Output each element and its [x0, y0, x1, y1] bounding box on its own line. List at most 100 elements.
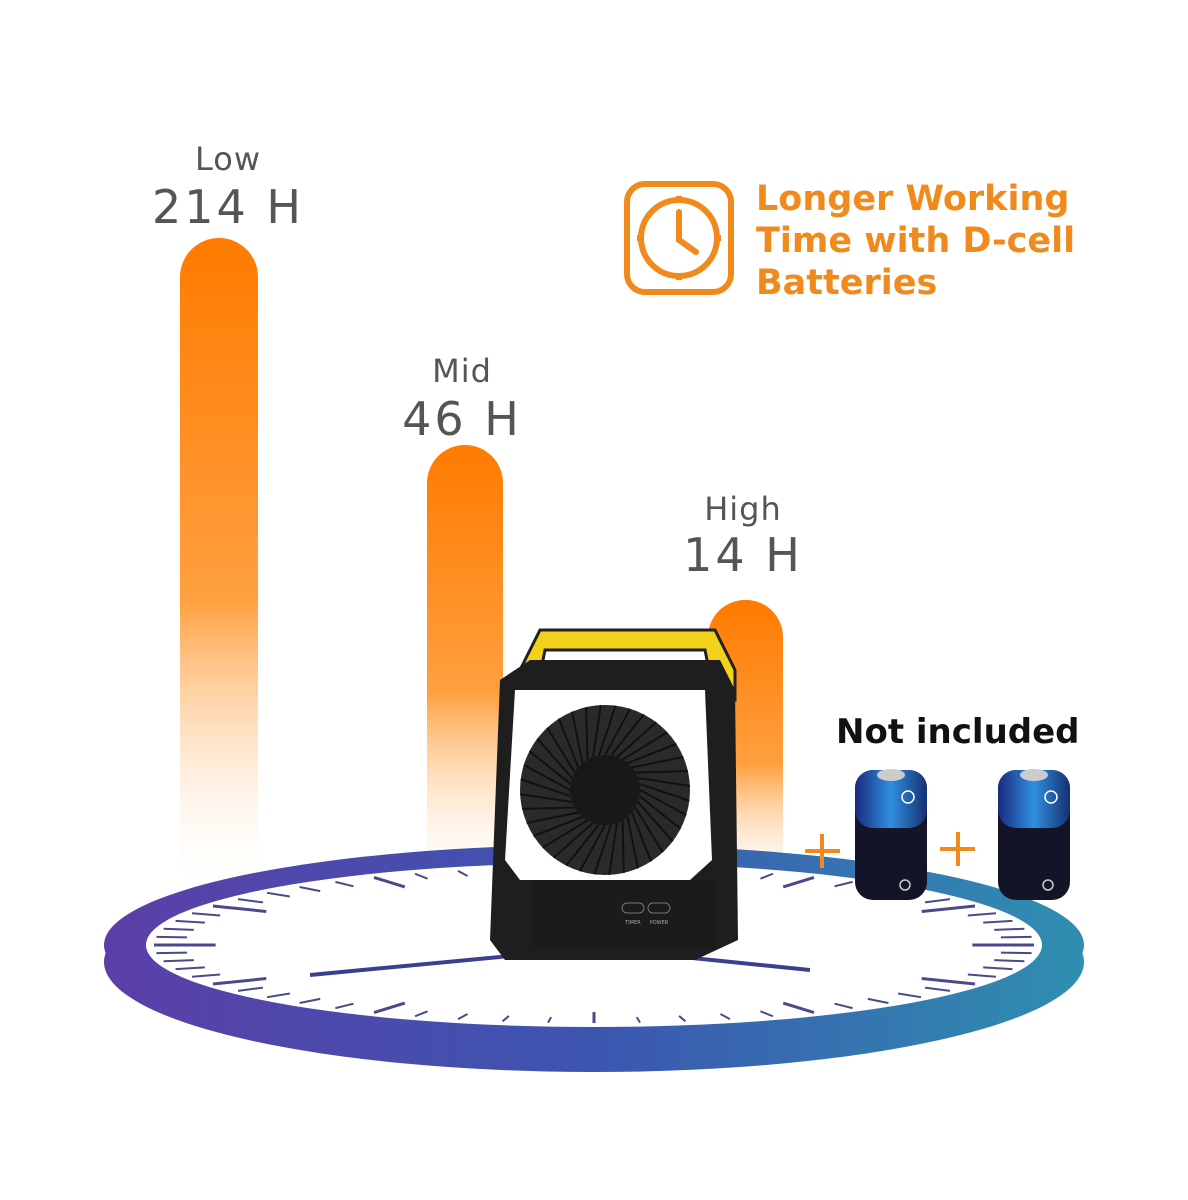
fan-grill-line [608, 822, 618, 876]
clock-tick [921, 904, 976, 913]
clock-tick [299, 886, 321, 893]
battery-icon [998, 769, 1070, 900]
clock-tick [983, 919, 1013, 924]
mode-high-hours: 14 H [683, 528, 803, 582]
clock-tick [457, 1013, 469, 1021]
clock-tick [760, 1010, 774, 1018]
clock-tick [1000, 935, 1032, 939]
clock-tick [299, 997, 321, 1004]
clock-tick [867, 997, 889, 1004]
headline: Longer Working Time with D-cell Batterie… [756, 178, 1075, 304]
fan-grill-line [533, 815, 583, 837]
clock-tick [156, 951, 188, 955]
clock-tick [266, 891, 291, 898]
fan-grill-line [639, 789, 687, 816]
clock-tick [373, 876, 406, 889]
fan-grill-line [635, 770, 688, 774]
clock-tick [501, 1015, 510, 1023]
fan-grill-line [593, 824, 613, 875]
timer-button: TIMER [624, 920, 641, 926]
fan-grill-line [526, 811, 579, 824]
headline-line: Longer Working [756, 179, 1070, 219]
headline-line: Batteries [756, 263, 938, 303]
fan-icon: TIMER POWER [490, 628, 738, 960]
clock-tick [983, 966, 1013, 971]
clock-tick [335, 880, 354, 888]
clock-tick [191, 973, 221, 978]
headline-line: Time with D-cell [756, 221, 1076, 261]
clock-tick [212, 904, 267, 913]
fan-grill-line [626, 816, 639, 869]
clock-tick [834, 880, 853, 888]
fan-grill-line [604, 708, 631, 756]
bar-low [180, 238, 258, 898]
fan-grill-line [536, 737, 573, 779]
clock-tick [175, 966, 205, 971]
clock-tick [237, 986, 264, 992]
clock-tick [237, 898, 264, 904]
clock-tick [335, 1002, 354, 1010]
fan-grill-line [630, 812, 652, 862]
fan-grill-line [597, 705, 617, 756]
clock-tick [457, 869, 469, 877]
clock-tick [414, 872, 428, 880]
plus-icon [805, 832, 975, 868]
power-button: POWER [650, 920, 669, 926]
fan-grill-line [558, 718, 580, 768]
fan-grill-line [522, 806, 575, 810]
clock-tick [994, 927, 1025, 931]
fan-grill-line [592, 704, 602, 758]
fan-grill-line [637, 777, 691, 787]
clock-tick [1000, 951, 1032, 955]
mode-mid-hours: 46 H [402, 392, 522, 446]
fan-grill-line [637, 801, 674, 843]
clock-tick [994, 959, 1025, 963]
clock-icon [624, 181, 734, 295]
clock-tick [921, 977, 976, 986]
fan-grill-line [621, 820, 625, 873]
clock-tick [782, 1001, 815, 1014]
clock-tick [967, 973, 997, 978]
clock-tick [414, 1010, 428, 1018]
clock-tick [156, 935, 188, 939]
clock-tick [924, 898, 951, 904]
mode-mid-label: Mid [432, 352, 492, 390]
fan-grill-line [546, 727, 576, 774]
fan-grill-line [627, 743, 677, 765]
clock-tick [175, 919, 205, 924]
clock-tick [924, 986, 951, 992]
clock-tick [266, 992, 291, 999]
clock-tick [967, 912, 997, 917]
fan-grill-line [552, 822, 594, 859]
fan-grill-line [621, 731, 668, 761]
fan-grill-line [528, 750, 572, 785]
battery-icon [855, 769, 927, 900]
fan-grill-line [519, 793, 573, 803]
fan-grill-line [639, 782, 690, 802]
battery-note: Not included [836, 712, 1080, 752]
clock-tick [760, 872, 774, 880]
fan-grill-line [616, 721, 658, 758]
clock-tick [635, 1016, 641, 1024]
clock-tick [373, 1001, 406, 1014]
fan-grill-line [610, 713, 645, 757]
fan-grill-line [523, 764, 571, 791]
mode-low-hours: 214 H [151, 180, 305, 234]
clock-tick [678, 1015, 687, 1023]
bar-mid [427, 445, 503, 895]
clock-tick [163, 959, 194, 963]
mode-low-label: Low [194, 140, 262, 178]
fan-grill-line [520, 778, 571, 798]
fan-grill-line [542, 819, 589, 849]
fan-grill-line [631, 756, 684, 769]
fan-grill-line [634, 806, 664, 853]
clock-tick [212, 977, 267, 986]
fan-grill-line [585, 707, 589, 760]
clock-tick [547, 1016, 553, 1024]
clock-tick [834, 1002, 853, 1010]
clock-tick [191, 912, 221, 917]
clock-tick [897, 992, 922, 999]
clock-tick [163, 927, 194, 931]
